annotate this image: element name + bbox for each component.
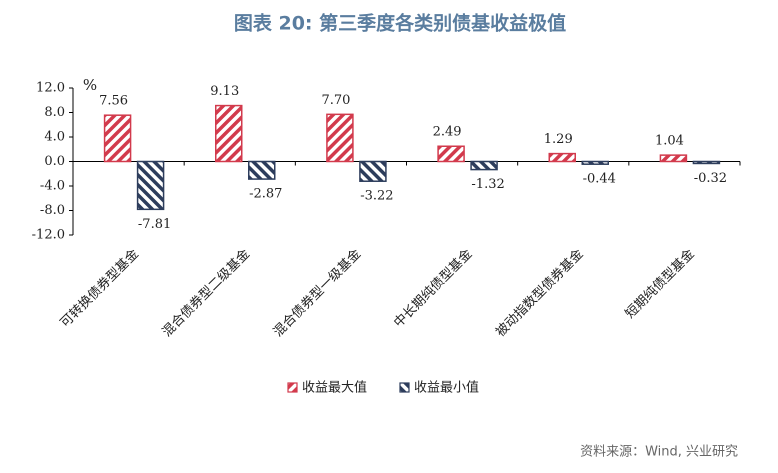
bar: [692, 160, 721, 165]
value-label: 7.56: [99, 94, 128, 109]
value-label: 2.49: [433, 125, 462, 140]
value-label: -7.81: [138, 217, 171, 232]
bar: [359, 160, 387, 182]
y-tick-label: 4.0: [44, 130, 65, 145]
y-tick-label: 12.0: [36, 81, 65, 96]
value-label: 1.29: [544, 132, 573, 147]
value-label: -0.32: [694, 171, 727, 186]
x-tick-label: 可转换债券型基金: [57, 246, 142, 331]
y-tick-label: 0.0: [44, 154, 65, 169]
x-tick-label: 混合债券型二级基金: [159, 246, 253, 340]
legend-label: 收益最大值: [302, 380, 367, 396]
y-tick-label: -8.0: [40, 203, 65, 218]
bar: [326, 113, 354, 163]
bar: [215, 104, 243, 163]
bar: [437, 145, 465, 163]
source-note: 资料来源：Wind, 兴业研究: [580, 445, 738, 460]
x-tick-label: 混合债券型一级基金: [270, 246, 364, 340]
bar: [548, 152, 576, 163]
bar: [470, 160, 498, 171]
bar: [659, 154, 688, 163]
bar: [581, 160, 609, 165]
bar: [136, 160, 165, 211]
value-label: -1.32: [471, 177, 504, 192]
x-tick-label: 被动指数型债券基金: [492, 246, 586, 340]
value-label: 1.04: [655, 134, 684, 149]
legend-swatch: [399, 382, 410, 393]
y-tick-label: -12.0: [32, 228, 65, 243]
y-axis-unit: %: [83, 76, 97, 94]
chart-title: 图表 20: 第三季度各类别债基收益极值: [234, 12, 566, 35]
legend-label: 收益最小值: [414, 380, 479, 396]
x-tick-label: 短期纯债型基金: [622, 246, 698, 322]
x-tick-label: 中长期纯债型基金: [391, 246, 476, 331]
y-tick-label: 8.0: [44, 105, 65, 120]
bar: [103, 114, 132, 163]
value-label: 9.13: [210, 84, 239, 99]
value-label: -3.22: [360, 189, 393, 204]
value-label: -2.87: [249, 187, 282, 202]
value-label: 7.70: [321, 93, 350, 108]
bar: [248, 160, 276, 180]
legend-swatch: [287, 382, 298, 393]
value-label: -0.44: [583, 172, 616, 187]
y-tick-label: -4.0: [40, 179, 65, 194]
